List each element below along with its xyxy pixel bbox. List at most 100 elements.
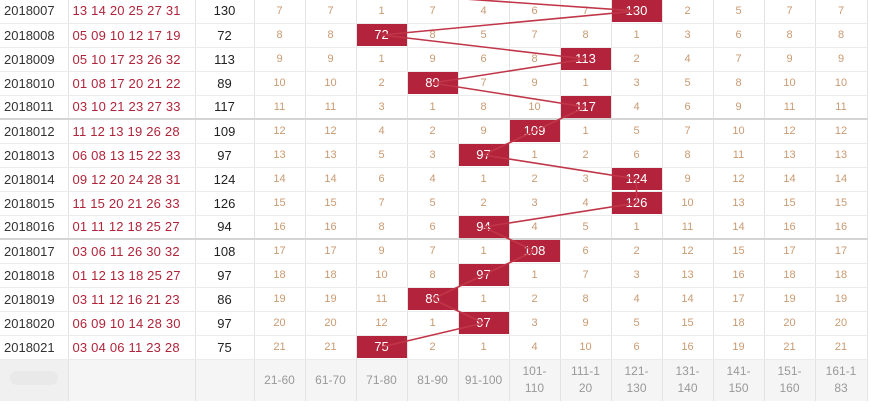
range-cell: 15 bbox=[764, 191, 816, 216]
drawn-numbers-cell: 03 11 12 16 21 23 bbox=[68, 287, 196, 312]
range-cell: 15 bbox=[305, 191, 357, 216]
range-label: 91-100 bbox=[458, 358, 510, 401]
range-cell: 21 bbox=[764, 335, 816, 360]
table-row: 2018008 05 09 10 12 17 19 72 8 8 72 8 5 7 8 1 3 6 8 8 bbox=[0, 23, 868, 48]
range-label: 101-110 bbox=[509, 358, 561, 401]
range-cell: 10 bbox=[662, 191, 714, 216]
range-cell: 1 bbox=[356, 47, 408, 72]
table-body: 2018007 13 14 20 25 27 31 130 7 7 1 7 4 6 7 130 2 5 7… bbox=[0, 0, 868, 401]
sum-cell: 108 bbox=[195, 238, 255, 264]
range-cell: 9 bbox=[662, 167, 714, 192]
range-cell: 109 bbox=[509, 118, 561, 144]
range-cell: 3 bbox=[611, 71, 663, 96]
issue-cell: 2018011 bbox=[0, 95, 69, 120]
range-label: 81-90 bbox=[407, 358, 459, 401]
range-cell: 7 bbox=[407, 238, 459, 264]
range-cell: 1 bbox=[509, 143, 561, 168]
range-cell: 1 bbox=[458, 335, 510, 360]
range-cell: 9 bbox=[713, 95, 765, 120]
range-cell: 7 bbox=[815, 0, 868, 24]
range-cell: 11 bbox=[305, 95, 357, 120]
range-cell: 5 bbox=[560, 215, 612, 240]
drawn-numbers-cell: 11 15 20 21 26 33 bbox=[68, 191, 196, 216]
range-cell: 75 bbox=[356, 335, 408, 360]
drawn-numbers-cell: 01 12 13 18 25 27 bbox=[68, 263, 196, 288]
range-cell: 7 bbox=[509, 23, 561, 48]
range-cell: 9 bbox=[254, 47, 306, 72]
table-row: 2018010 01 08 17 20 21 22 89 10 10 2 89 7 9 1 3 5 8 1… bbox=[0, 71, 868, 96]
range-cell: 8 bbox=[407, 263, 459, 288]
issue-cell: 2018018 bbox=[0, 263, 69, 288]
drawn-numbers-cell: 13 14 20 25 27 31 bbox=[68, 0, 196, 24]
range-cell: 4 bbox=[560, 191, 612, 216]
range-cell: 4 bbox=[407, 167, 459, 192]
range-cell: 8 bbox=[662, 143, 714, 168]
range-cell: 9 bbox=[509, 71, 561, 96]
hit-marker: 130 bbox=[611, 0, 662, 22]
range-cell: 6 bbox=[662, 95, 714, 120]
issue-cell: 2018007 bbox=[0, 0, 69, 24]
drawn-numbers-cell: 01 08 17 20 21 22 bbox=[68, 71, 196, 96]
range-cell: 8 bbox=[509, 47, 561, 72]
range-cell: 9 bbox=[356, 238, 408, 264]
range-cell: 1 bbox=[509, 263, 561, 288]
range-cell: 12 bbox=[305, 118, 357, 144]
range-cell: 97 bbox=[458, 311, 510, 336]
range-cell: 12 bbox=[815, 118, 868, 144]
range-label: 61-70 bbox=[305, 358, 357, 401]
range-cell: 12 bbox=[764, 118, 816, 144]
range-cell: 113 bbox=[560, 47, 612, 72]
range-cell: 8 bbox=[764, 23, 816, 48]
range-cell: 10 bbox=[305, 71, 357, 96]
range-cell: 86 bbox=[407, 287, 459, 312]
range-label: 71-80 bbox=[356, 358, 408, 401]
range-label: 161-183 bbox=[815, 358, 868, 401]
range-label: 111-120 bbox=[560, 358, 612, 401]
range-cell: 11 bbox=[356, 287, 408, 312]
range-cell: 7 bbox=[458, 71, 510, 96]
range-cell: 8 bbox=[254, 23, 306, 48]
sum-cell: 117 bbox=[195, 95, 255, 120]
issue-cell: 2018016 bbox=[0, 215, 69, 240]
range-cell: 11 bbox=[815, 95, 868, 120]
range-cell: 13 bbox=[305, 143, 357, 168]
blurred-logo-icon bbox=[9, 370, 58, 385]
footer-blank bbox=[68, 358, 196, 401]
range-cell: 3 bbox=[356, 95, 408, 120]
range-cell: 89 bbox=[407, 71, 459, 96]
hit-marker: 97 bbox=[458, 312, 509, 334]
hit-marker: 75 bbox=[356, 336, 407, 358]
range-cell: 15 bbox=[713, 238, 765, 264]
range-cell: 10 bbox=[764, 71, 816, 96]
range-cell: 5 bbox=[611, 311, 663, 336]
range-header-row: 21-60 61-70 71-80 81-90 91-100 101-110 111-120… bbox=[0, 358, 868, 401]
range-cell: 17 bbox=[305, 238, 357, 264]
issue-cell: 2018017 bbox=[0, 238, 69, 264]
sum-cell: 72 bbox=[195, 23, 255, 48]
range-cell: 10 bbox=[254, 71, 306, 96]
range-cell: 126 bbox=[611, 191, 663, 216]
sum-cell: 130 bbox=[195, 0, 255, 24]
footer-blank bbox=[195, 358, 255, 401]
sum-cell: 97 bbox=[195, 311, 255, 336]
range-cell: 15 bbox=[815, 191, 868, 216]
range-cell: 5 bbox=[458, 23, 510, 48]
hit-marker: 126 bbox=[611, 192, 662, 214]
range-cell: 13 bbox=[815, 143, 868, 168]
table-row: 2018020 06 09 10 14 28 30 97 20 20 12 1 97 3 9 5 15… bbox=[0, 311, 868, 336]
range-cell: 16 bbox=[764, 215, 816, 240]
issue-cell: 2018009 bbox=[0, 47, 69, 72]
range-cell: 2 bbox=[407, 118, 459, 144]
hit-marker: 108 bbox=[509, 240, 560, 263]
range-cell: 2 bbox=[611, 238, 663, 264]
range-cell: 97 bbox=[458, 143, 510, 168]
range-cell: 13 bbox=[764, 143, 816, 168]
hit-marker: 94 bbox=[458, 215, 509, 238]
range-cell: 2 bbox=[407, 335, 459, 360]
range-label: 141-150 bbox=[713, 358, 765, 401]
range-cell: 13 bbox=[662, 263, 714, 288]
range-cell: 21 bbox=[815, 335, 868, 360]
range-cell: 7 bbox=[305, 0, 357, 24]
range-cell: 19 bbox=[764, 287, 816, 312]
range-cell: 20 bbox=[815, 311, 868, 336]
